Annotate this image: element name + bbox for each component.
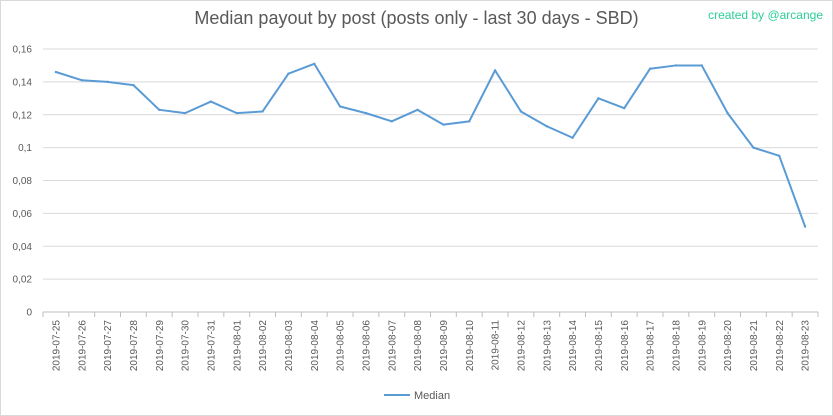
x-tick-label: 2019-08-20 [723, 320, 734, 372]
x-tick-label: 2019-08-14 [568, 320, 579, 372]
x-tick-label: 2019-08-11 [491, 320, 502, 371]
data-point [623, 106, 626, 110]
x-tick-label: 2019-08-03 [284, 320, 295, 372]
series-line-median [54, 62, 807, 228]
data-point [442, 123, 445, 126]
data-point [597, 97, 600, 100]
x-tick-label: 2019-08-17 [646, 320, 657, 372]
x-tick-label: 2019-07-27 [103, 320, 114, 372]
x-tick-label: 2019-08-18 [671, 320, 682, 372]
data-point [209, 100, 213, 103]
x-tick-label: 2019-08-12 [516, 320, 527, 372]
x-tick-label: 2019-08-19 [697, 320, 708, 372]
y-tick-label: 0,02 [13, 275, 33, 286]
data-point [80, 79, 83, 82]
x-tick-label: 2019-08-21 [749, 320, 760, 372]
credit-label: created by @arcange [708, 8, 823, 22]
x-axis [42, 311, 819, 317]
chart-title: Median payout by post (posts only - last… [194, 8, 639, 28]
x-tick-label: 2019-08-15 [594, 320, 605, 372]
y-tick-label: 0,12 [13, 110, 33, 121]
x-tick-label: 2019-08-05 [336, 320, 347, 372]
data-point [313, 62, 316, 65]
x-tick-label: 2019-08-16 [620, 320, 631, 372]
gridlines [43, 48, 818, 280]
legend: Median [384, 390, 450, 402]
data-point [54, 70, 58, 74]
data-point [106, 80, 109, 84]
x-tick-label: 2019-07-25 [51, 320, 62, 372]
series-group [54, 62, 807, 228]
y-tick-label: 0,1 [18, 143, 32, 154]
x-axis-ticks: 2019-07-25 2019-07-26 2019-07-27 2019-07-28… [51, 320, 811, 372]
x-tick-label: 2019-08-13 [542, 320, 553, 372]
data-point [287, 72, 290, 75]
y-tick-label: 0,04 [13, 242, 33, 253]
x-tick-label: 2019-08-04 [310, 320, 321, 372]
x-tick-label: 2019-07-30 [181, 320, 192, 372]
data-point [519, 110, 523, 113]
data-point [700, 64, 703, 67]
x-tick-label: 2019-08-07 [387, 320, 398, 372]
legend-label: Median [414, 390, 450, 402]
data-point [183, 111, 187, 115]
y-tick-label: 0,16 [13, 45, 33, 56]
y-axis-ticks: 0 0,02 0,04 0,06 0,08 0,1 0,12 0,14 0,16 [13, 45, 33, 319]
data-point [338, 105, 342, 108]
x-tick-label: 2019-08-08 [413, 320, 424, 372]
x-tick-label: 2019-08-02 [258, 320, 269, 372]
data-point [752, 146, 755, 149]
data-point [261, 110, 264, 113]
data-point [778, 154, 781, 158]
data-point [726, 111, 729, 115]
y-tick-label: 0 [26, 308, 32, 319]
data-point [132, 83, 135, 87]
data-point [416, 108, 419, 112]
x-tick-label: 2019-07-31 [206, 320, 217, 372]
x-tick-label: 2019-07-28 [129, 320, 140, 372]
data-point [235, 111, 238, 115]
x-tick-label: 2019-08-22 [775, 320, 786, 372]
x-tick-label: 2019-08-10 [465, 320, 476, 372]
data-point [468, 120, 471, 123]
x-tick-label: 2019-08-01 [232, 320, 243, 372]
x-tick-label: 2019-08-23 [801, 320, 812, 372]
data-point [545, 125, 548, 128]
data-point [390, 120, 393, 123]
data-point [571, 136, 574, 139]
x-tick-label: 2019-08-06 [361, 320, 372, 372]
y-tick-label: 0,14 [13, 77, 33, 88]
data-point [364, 111, 368, 115]
data-point [493, 69, 497, 72]
y-tick-label: 0,08 [13, 176, 33, 187]
y-tick-label: 0,06 [13, 209, 33, 220]
x-tick-label: 2019-07-26 [77, 320, 88, 372]
x-tick-label: 2019-08-09 [439, 320, 450, 372]
x-tick-label: 2019-07-29 [155, 320, 166, 372]
data-point [648, 67, 652, 70]
data-point [803, 225, 807, 228]
data-point [674, 64, 678, 67]
data-point [158, 108, 161, 112]
